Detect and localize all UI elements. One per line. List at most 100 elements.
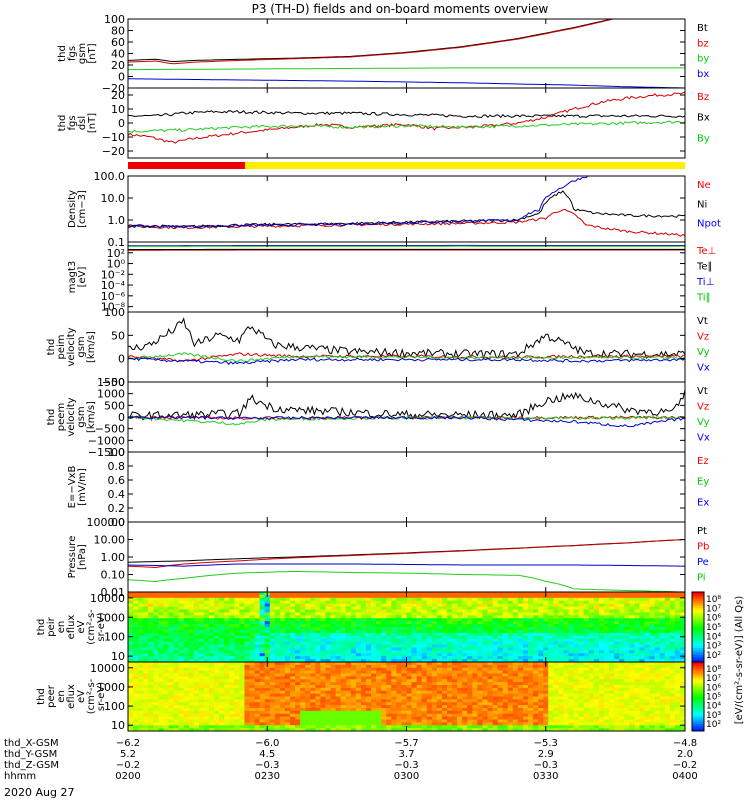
spectrogram-cell bbox=[543, 635, 549, 640]
y-tick-label: −50 bbox=[102, 376, 125, 389]
spectrogram-cell bbox=[406, 647, 413, 651]
spectrogram-cell bbox=[431, 621, 438, 625]
spectrogram-cell bbox=[573, 638, 580, 643]
spectrogram-cell bbox=[305, 662, 311, 666]
spectrogram-cell bbox=[284, 603, 291, 608]
spectrogram-cell bbox=[128, 647, 134, 651]
spectrogram-cell bbox=[290, 719, 296, 723]
spectrogram-cell bbox=[355, 693, 362, 698]
spectrogram-cell bbox=[254, 600, 261, 605]
spectrogram-cell bbox=[502, 699, 509, 703]
spectrogram-cell bbox=[300, 690, 306, 695]
spectrogram-cell bbox=[264, 609, 271, 614]
spectrogram-cell bbox=[381, 659, 387, 662]
spectrogram-cell bbox=[279, 629, 286, 634]
spectrogram-cell bbox=[477, 627, 484, 631]
spectrogram-cell bbox=[360, 670, 367, 675]
spectrogram-cell bbox=[609, 621, 615, 625]
spectrogram-cell bbox=[644, 603, 651, 608]
spectrogram-cell bbox=[472, 606, 478, 611]
spectrogram-cell bbox=[209, 618, 215, 622]
spectrogram-cell bbox=[295, 629, 301, 634]
spectrogram-cell bbox=[133, 653, 139, 657]
spectrogram-cell bbox=[239, 696, 246, 700]
spectrogram-cell bbox=[588, 627, 595, 631]
spectrogram-cell bbox=[315, 682, 322, 686]
spectrogram-cell bbox=[183, 650, 190, 654]
spectrogram-cell bbox=[421, 705, 428, 709]
spectrogram-cell bbox=[376, 725, 382, 729]
spectrogram-cell bbox=[436, 615, 443, 619]
spectrogram-cell bbox=[669, 603, 676, 608]
spectrogram-cell bbox=[279, 728, 286, 731]
spectrogram-cell bbox=[593, 656, 600, 660]
spectrogram-cell bbox=[649, 612, 656, 616]
spectrogram-cell bbox=[614, 612, 620, 616]
spectrogram-cell bbox=[128, 641, 134, 646]
spectrogram-cell bbox=[381, 627, 387, 631]
spectrogram-cell bbox=[477, 638, 484, 643]
spectrogram-cell bbox=[143, 662, 149, 666]
spectrogram-cell bbox=[274, 713, 281, 718]
spectrogram-cell bbox=[143, 653, 149, 657]
spectrogram-cell bbox=[188, 728, 195, 731]
spectrogram-cell bbox=[487, 627, 494, 631]
spectrogram-cell bbox=[295, 632, 301, 637]
spectrogram-cell bbox=[659, 592, 666, 596]
spectrogram-cell bbox=[619, 638, 625, 643]
spectrogram-cell bbox=[467, 656, 473, 660]
spectrogram-cell bbox=[416, 725, 423, 729]
spectrogram-cell bbox=[148, 667, 154, 672]
spectrogram-cell bbox=[457, 638, 463, 643]
spectrogram-cell bbox=[507, 693, 514, 698]
spectrogram-cell bbox=[558, 592, 565, 596]
spectrogram-cell bbox=[401, 629, 408, 634]
series-line-Bz bbox=[128, 91, 685, 144]
spectrogram-cell bbox=[431, 638, 438, 643]
spectrogram-cell bbox=[588, 656, 595, 660]
spectrogram-cell bbox=[153, 667, 159, 672]
spectrogram-cell bbox=[381, 603, 387, 608]
spectrogram-cell bbox=[548, 615, 554, 619]
spectrogram-cell bbox=[487, 676, 494, 680]
spectrogram-cell bbox=[492, 656, 499, 660]
spectrogram-cell bbox=[376, 667, 382, 672]
spectrogram-cell bbox=[325, 719, 332, 723]
spectrogram-cell bbox=[467, 600, 473, 605]
spectrogram-cell bbox=[198, 728, 205, 731]
spectrogram-cell bbox=[345, 653, 352, 657]
spectrogram-cell bbox=[269, 710, 276, 715]
spectrogram-cell bbox=[315, 606, 322, 611]
spectrogram-cell bbox=[634, 644, 641, 649]
spectrogram-cell bbox=[406, 600, 413, 605]
spectrogram-cell bbox=[168, 722, 175, 726]
spectrogram-cell bbox=[654, 641, 661, 646]
spectrogram-cell bbox=[528, 670, 534, 675]
spectrogram-cell bbox=[654, 606, 661, 611]
spectrogram-cell bbox=[421, 644, 428, 649]
spectrogram-cell bbox=[674, 635, 681, 640]
spectrogram-cell bbox=[563, 615, 570, 619]
spectrogram-cell bbox=[133, 597, 139, 602]
spectrogram-cell bbox=[583, 621, 590, 625]
spectrogram-cell bbox=[386, 659, 392, 662]
spectrogram-cell bbox=[467, 592, 473, 596]
spectrogram-cell bbox=[128, 705, 134, 709]
spectrogram-cell bbox=[431, 635, 438, 640]
spectrogram-cell bbox=[249, 653, 256, 657]
spectrogram-cell bbox=[259, 687, 266, 692]
spectrogram-cell bbox=[295, 696, 301, 700]
spectrogram-cell bbox=[502, 676, 509, 680]
spectrogram-cell bbox=[173, 612, 180, 616]
spectrogram-cell bbox=[249, 600, 256, 605]
spectrogram-cell bbox=[472, 621, 478, 625]
spectrogram-cell bbox=[371, 615, 377, 619]
spectrogram-cell bbox=[239, 618, 246, 622]
series-line-Vx bbox=[128, 415, 685, 428]
spectrogram-cell bbox=[310, 656, 316, 660]
spectrogram-cell bbox=[401, 592, 408, 596]
spectrogram-cell bbox=[188, 615, 195, 619]
spectrogram-cell bbox=[492, 644, 499, 649]
spectrogram-cell bbox=[447, 612, 453, 616]
spectrogram-cell bbox=[568, 656, 575, 660]
